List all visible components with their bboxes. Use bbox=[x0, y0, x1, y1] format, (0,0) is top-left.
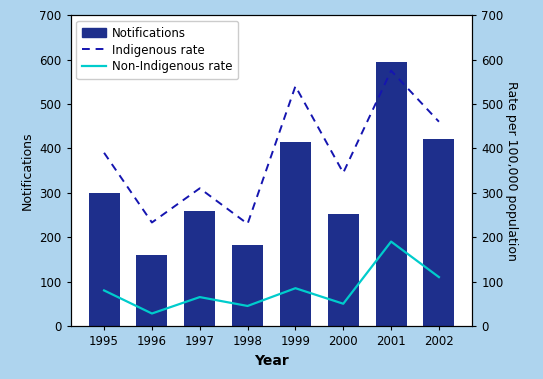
Bar bbox=[424, 139, 454, 326]
Bar bbox=[184, 210, 215, 326]
Legend: Notifications, Indigenous rate, Non-Indigenous rate: Notifications, Indigenous rate, Non-Indi… bbox=[77, 21, 238, 79]
Y-axis label: Rate per 100,000 population: Rate per 100,000 population bbox=[504, 81, 517, 260]
Bar bbox=[328, 214, 359, 326]
Bar bbox=[89, 193, 119, 326]
Bar bbox=[136, 255, 167, 326]
Bar bbox=[232, 245, 263, 326]
Bar bbox=[280, 142, 311, 326]
Bar bbox=[376, 62, 407, 326]
Y-axis label: Notifications: Notifications bbox=[21, 131, 34, 210]
X-axis label: Year: Year bbox=[254, 354, 289, 368]
